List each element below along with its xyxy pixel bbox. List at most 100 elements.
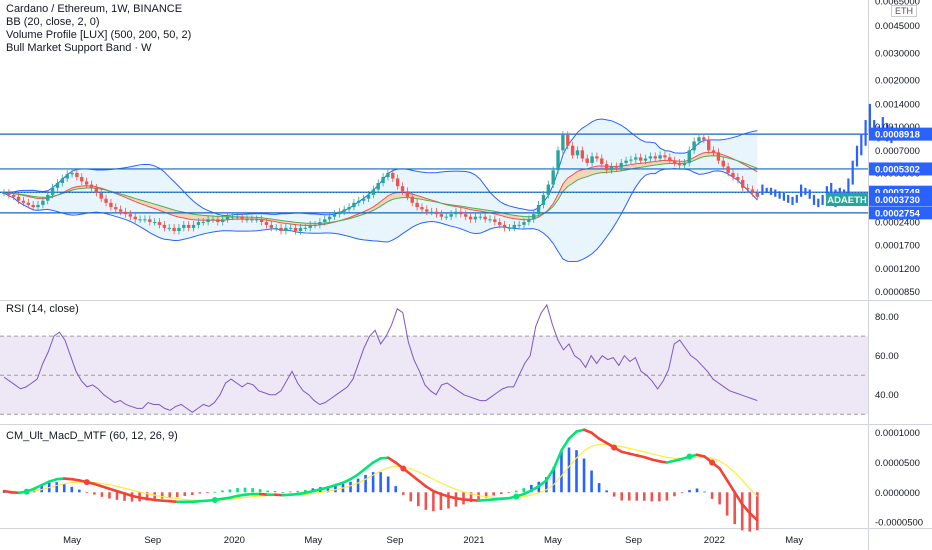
candle-body <box>274 227 278 229</box>
macd-line-segment <box>537 479 548 488</box>
candle-body <box>162 224 167 228</box>
macd-histogram-bar <box>680 492 684 494</box>
macd-histogram-bar <box>650 492 654 502</box>
candle-body <box>391 172 395 179</box>
candle-body <box>726 166 730 173</box>
price-tick-label: 0.0045000 <box>875 21 920 32</box>
candle-body <box>323 219 327 223</box>
candle-body <box>454 211 458 215</box>
macd-line-segment <box>32 483 43 491</box>
candle-body <box>755 193 759 197</box>
candle-body <box>663 155 667 158</box>
macd-line-segment <box>364 461 375 470</box>
projection-bar <box>808 189 811 199</box>
candle-body <box>711 150 716 153</box>
candle-body <box>31 204 35 208</box>
price-tick-label: 0.0000850 <box>875 287 920 298</box>
candle-body <box>269 224 273 228</box>
candle-body <box>318 222 322 225</box>
candle-body <box>152 222 157 224</box>
macd-histogram-bar <box>123 492 126 501</box>
candle-body <box>114 207 118 210</box>
projection-bar <box>782 193 785 201</box>
macd-histogram-bar <box>417 492 420 507</box>
candle-body <box>425 209 429 212</box>
macd-line-segment <box>386 456 398 464</box>
time-axis-label: 2022 <box>704 535 725 546</box>
current-price-tag <box>869 193 932 207</box>
candle-body <box>405 191 410 197</box>
candle-body <box>434 211 439 215</box>
macd-histogram-bar <box>386 476 390 493</box>
macd-title[interactable]: CM_Ult_MacD_MTF (60, 12, 26, 9) <box>6 430 178 442</box>
macd-histogram-bar <box>160 492 164 499</box>
candle-body <box>118 209 123 212</box>
candle-body <box>604 164 609 171</box>
macd-histogram-bar <box>243 487 247 493</box>
candle-body <box>245 219 249 221</box>
macd-histogram-bar <box>100 492 104 497</box>
macd-line-segment <box>530 485 541 492</box>
macd-tick-label: 0.0000000 <box>875 488 920 499</box>
macd-histogram-bar <box>191 492 194 496</box>
candle-body <box>493 219 497 223</box>
macd-histogram-bar <box>590 470 593 493</box>
macd-line-segment <box>439 492 450 498</box>
projection-bar <box>791 196 794 205</box>
candle-body <box>580 150 585 159</box>
candle-body <box>7 193 11 195</box>
candle-body <box>745 187 750 190</box>
candle-body <box>337 211 342 215</box>
macd-line-segment <box>560 437 571 452</box>
candle-body <box>507 227 512 229</box>
candle-body <box>177 227 181 232</box>
candle-body <box>230 216 235 218</box>
macd-histogram-bar <box>740 492 744 531</box>
candle-body <box>522 222 526 225</box>
macd-histogram-bar <box>695 488 699 493</box>
macd-histogram-bar <box>85 492 89 494</box>
macd-line-segment <box>424 485 435 493</box>
candle-body <box>46 194 50 201</box>
candle-body <box>60 178 65 183</box>
macd-line-segment <box>123 492 134 498</box>
macd-line-segment <box>47 477 59 483</box>
macd-cross-dot <box>83 479 90 486</box>
candle-body <box>536 204 541 215</box>
candle-body <box>551 170 555 185</box>
indicator-support-band[interactable]: Bull Market Support Band · W <box>6 42 152 54</box>
macd-line-segment <box>100 485 111 491</box>
price-tick-label: 0.0007000 <box>875 146 920 157</box>
macd-line-segment <box>108 487 119 493</box>
level-tag-label: 0.0005302 <box>875 164 920 175</box>
macd-histogram-bar <box>492 492 495 496</box>
macd-histogram-bar <box>145 492 149 501</box>
rsi-title[interactable]: RSI (14, close) <box>6 303 79 315</box>
macd-histogram-bar <box>258 489 262 493</box>
candle-body <box>240 216 244 220</box>
projection-bar <box>864 120 867 146</box>
symbol-tag <box>826 193 868 207</box>
macd-line-segment <box>725 479 737 494</box>
candle-body <box>439 214 444 217</box>
candle-body <box>395 178 400 187</box>
indicator-volume-profile[interactable]: Volume Profile [LUX] (500, 200, 50, 2) <box>6 29 192 41</box>
macd-histogram-bar <box>499 492 503 495</box>
indicator-bb[interactable]: BB (20, close, 2, 0) <box>6 16 100 28</box>
level-tag <box>869 206 932 220</box>
projection-bar <box>769 187 773 195</box>
symbol-title[interactable]: Cardano / Ethereum, 1W, BINANCE <box>6 3 183 15</box>
macd-histogram-bar <box>575 450 578 493</box>
time-axis-label: May <box>785 535 803 546</box>
macd-line-segment <box>545 467 556 482</box>
candle-body <box>677 162 682 166</box>
candle-body <box>50 187 55 195</box>
candle-body <box>498 222 502 225</box>
candle-body <box>26 202 30 205</box>
macd-histogram-bar <box>273 491 277 493</box>
time-axis-label: Sep <box>144 535 161 546</box>
candle-body <box>600 158 604 165</box>
candle-body <box>415 202 419 208</box>
macd-histogram-bar <box>304 489 307 493</box>
